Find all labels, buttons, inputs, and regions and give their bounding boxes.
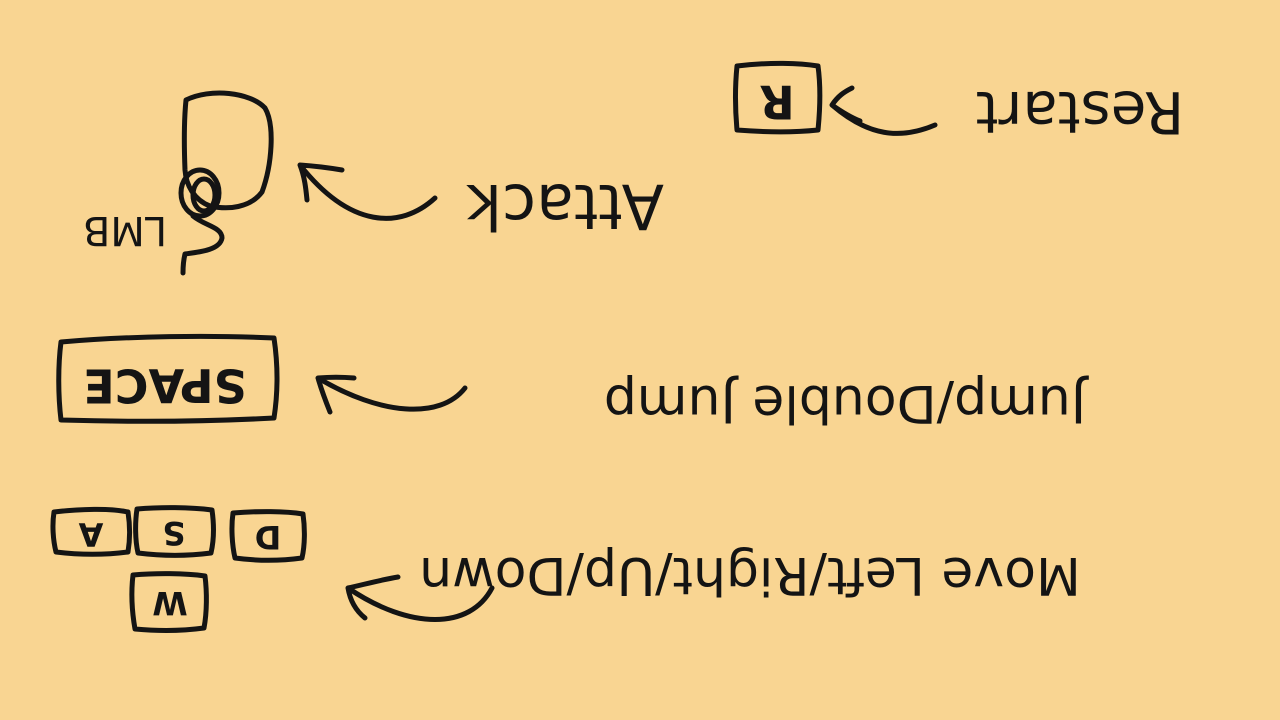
- move-control: A S D W M: [50, 505, 1081, 633]
- key-s: S: [133, 505, 216, 558]
- restart-key-label: R: [759, 75, 794, 129]
- attack-control: LMB Attack: [83, 90, 664, 276]
- key-d-label: D: [255, 518, 282, 556]
- restart-control: R Restart: [733, 60, 1184, 146]
- restart-arrow: [829, 85, 938, 136]
- key-a-label: A: [78, 515, 103, 553]
- move-label: Move Left/Right/Up/Down: [419, 545, 1081, 605]
- move-arrow: [345, 574, 495, 622]
- key-a: A: [50, 506, 132, 557]
- mouse-icon: [178, 90, 274, 276]
- attack-key-label: LMB: [83, 207, 167, 253]
- restart-label: Restart: [976, 78, 1184, 146]
- key-s-label: S: [162, 514, 185, 552]
- jump-control: SPACE Jump/Double Jump: [56, 333, 1089, 433]
- restart-key: R: [733, 60, 823, 135]
- key-w: W: [129, 571, 209, 633]
- attack-arrow: [297, 162, 438, 221]
- jump-label: Jump/Double Jump: [604, 373, 1089, 433]
- key-d: D: [229, 509, 307, 563]
- space-key: SPACE: [56, 333, 280, 424]
- jump-arrow: [315, 374, 468, 415]
- attack-label: Attack: [466, 170, 664, 243]
- space-key-label: SPACE: [83, 359, 246, 413]
- key-w-label: W: [152, 584, 187, 622]
